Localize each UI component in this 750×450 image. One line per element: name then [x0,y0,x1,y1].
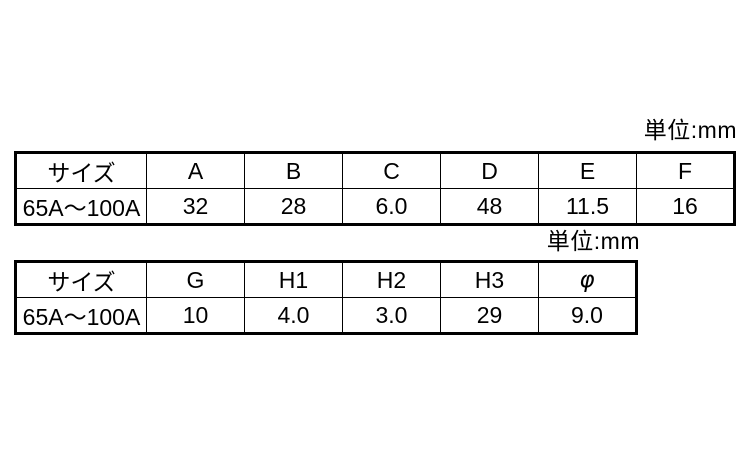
table2-header-row: サイズ G H1 H2 H3 φ [15,261,637,298]
table1-cell-d: 48 [440,188,539,225]
table1-header-row: サイズ A B C D E F [15,152,735,189]
dimension-table-a-f: サイズ A B C D E F 65A～100A 32 28 6.0 48 11… [14,151,736,226]
table1-header-f: F [636,152,735,189]
table1-cell-a: 32 [146,188,245,225]
table1-cell-b: 28 [244,188,343,225]
table1-header-e: E [538,152,637,189]
table2-header-g: G [146,261,245,298]
table1-header-b: B [244,152,343,189]
table1-cell-size: 65A～100A [15,188,147,225]
table1-data-row: 65A～100A 32 28 6.0 48 11.5 16 [15,188,735,225]
table1-cell-e: 11.5 [538,188,637,225]
table1-header-size: サイズ [15,152,147,189]
table2-cell-g: 10 [146,297,245,334]
table1-cell-c: 6.0 [342,188,441,225]
table2-header-h2: H2 [342,261,441,298]
unit-label-table1: 単位:mm [643,117,737,143]
table2-data-row: 65A～100A 10 4.0 3.0 29 9.0 [15,297,637,334]
table2-cell-size: 65A～100A [15,297,147,334]
table1-header-d: D [440,152,539,189]
table1-cell-f: 16 [636,188,735,225]
table1-header-c: C [342,152,441,189]
table2-header-h3: H3 [440,261,539,298]
table2-cell-h1: 4.0 [244,297,343,334]
unit-label-table2: 単位:mm [546,228,640,254]
table2-cell-h3: 29 [440,297,539,334]
table2-header-phi: φ [538,261,637,298]
table2-header-h1: H1 [244,261,343,298]
table2-cell-h2: 3.0 [342,297,441,334]
table2-header-size: サイズ [15,261,147,298]
table1-header-a: A [146,152,245,189]
table2-cell-phi: 9.0 [538,297,637,334]
dimension-table-g-phi: サイズ G H1 H2 H3 φ 65A～100A 10 4.0 3.0 29 … [14,260,638,335]
